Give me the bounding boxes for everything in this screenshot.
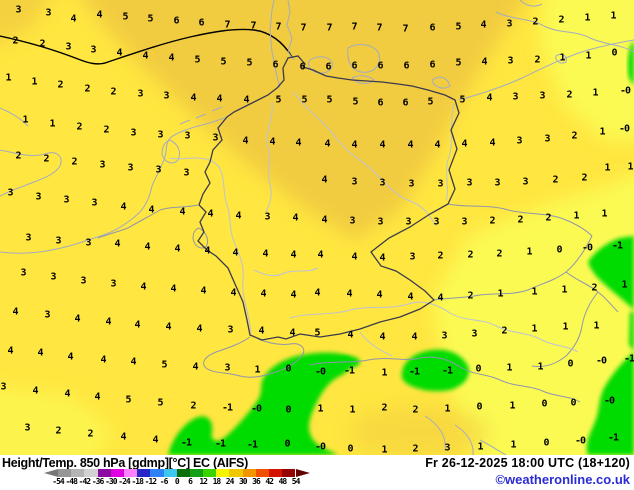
coast-frisian-islands	[179, 106, 223, 125]
coast-zealand	[347, 44, 381, 73]
legend-color-bar	[58, 469, 296, 477]
legend-label: 36	[252, 477, 261, 486]
legend-segment	[58, 469, 72, 477]
border-benelux	[97, 204, 199, 239]
temp-area-green-blob	[401, 349, 470, 392]
legend-segment	[123, 469, 138, 477]
coastlines	[0, 0, 634, 455]
temp-band-pale-ne	[540, 0, 634, 140]
temp-band-gold-corner	[0, 0, 48, 42]
temp-area-green-southeast	[586, 352, 634, 455]
legend-segment	[242, 469, 256, 477]
legend-label: 54	[291, 477, 301, 486]
legend-segment	[203, 469, 217, 477]
river-inn	[359, 331, 393, 357]
coast-england	[0, 149, 62, 197]
legend-arrow-left-icon	[44, 469, 58, 477]
legend-segment	[137, 469, 151, 477]
legend-segment	[216, 469, 230, 477]
river-oder	[445, 103, 455, 201]
legend-label: -42	[78, 477, 91, 486]
coast-jutland	[269, 0, 295, 89]
legend-segment	[189, 469, 204, 477]
coast-england-north	[0, 107, 29, 127]
legend-segment	[71, 469, 85, 477]
legend-segment	[150, 469, 164, 477]
border-luxembourg	[192, 227, 209, 249]
country-borders	[97, 203, 619, 403]
valid-time: Fr 26-12-2025 18:00 UTC (18+120)	[425, 456, 630, 470]
legend-label: 6	[188, 477, 193, 486]
temp-band-gold	[84, 0, 526, 240]
germany-border	[197, 55, 460, 341]
legend-label: -54	[52, 477, 64, 486]
legend-label: 24	[225, 477, 235, 486]
border-switzerland	[203, 336, 305, 378]
coast-fyn	[308, 56, 333, 74]
temp-band-pale-sw	[0, 387, 115, 455]
border-at-east	[531, 271, 619, 367]
map-canvas	[0, 0, 634, 455]
coast-baltic-poland	[458, 39, 634, 101]
temperature-legend: -54 -48 -42 -36 -30 -24 -18 -12 -6 0 6 12 18 24 30 36 42…	[44, 469, 314, 489]
legend-arrow-right-icon	[295, 469, 310, 477]
temp-area-green-alps	[168, 352, 353, 455]
legend-label: -48	[65, 477, 77, 486]
river-weser	[265, 101, 273, 213]
legend-label: 42	[265, 477, 274, 486]
river-main	[253, 267, 319, 277]
coast-ijsselmeer	[161, 139, 181, 164]
legend-label: 0	[174, 477, 180, 486]
legend-segment	[84, 469, 98, 477]
legend-label: 12	[199, 477, 208, 486]
credit-link[interactable]: ©weatheronline.co.uk	[495, 472, 630, 487]
legend-label: -6	[159, 477, 169, 486]
coast-ruegen	[431, 76, 451, 89]
legend-label: -12	[144, 477, 157, 486]
legend-segment	[282, 469, 296, 477]
border-cz-at	[433, 235, 593, 301]
border-cz-pl	[447, 203, 593, 237]
legend-segment	[176, 469, 190, 477]
river-rhine	[169, 157, 252, 334]
rivers	[169, 91, 579, 357]
legend-segment	[110, 469, 124, 477]
coast-lolland	[351, 75, 375, 84]
legend-label: -24	[118, 477, 130, 486]
temp-band-gold-south	[350, 406, 490, 455]
temp-area-green-east	[588, 236, 634, 352]
legend-labels: -54 -48 -42 -36 -30 -24 -18 -12 -6 0 6 12 18 24 30 36 42…	[52, 477, 301, 486]
legend-label: -18	[131, 477, 143, 486]
legend-label: 30	[238, 477, 248, 486]
legend-label: -30	[105, 477, 117, 486]
border-alps-south	[309, 356, 581, 403]
footer-bar: Height/Temp. 850 hPa [gdmp][°C] EC (AIFS…	[0, 455, 634, 490]
product-title: Height/Temp. 850 hPa [gdmp][°C] EC (AIFS…	[2, 456, 248, 470]
legend-label: -36	[91, 477, 104, 486]
coast-bornholm	[555, 53, 567, 64]
height-contour-line	[0, 28, 293, 65]
temp-band-pale-se	[432, 174, 634, 455]
legend-segment	[255, 469, 269, 477]
legend-segment	[163, 469, 177, 477]
coast-sweden	[495, 0, 634, 53]
legend-segment	[229, 469, 243, 477]
legend-segment	[269, 469, 283, 477]
legend-label: 18	[212, 477, 222, 486]
legend-label: 48	[278, 477, 288, 486]
coast-adriatic	[424, 415, 507, 455]
legend-segment	[97, 469, 111, 477]
river-danube	[289, 301, 579, 353]
temp-area-green-ne-sliver	[627, 42, 634, 86]
coast-channel-nl	[0, 116, 229, 254]
river-elbe	[292, 91, 437, 227]
